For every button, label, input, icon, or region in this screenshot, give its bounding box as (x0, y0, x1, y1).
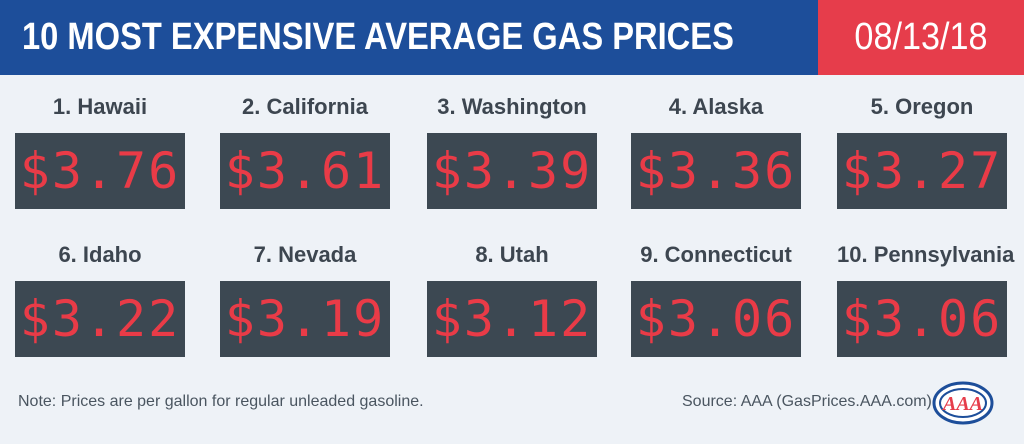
price-value: $3.22 (19, 290, 181, 348)
page-title: 10 MOST EXPENSIVE AVERAGE GAS PRICES (22, 16, 734, 58)
price-display: $3.19 (220, 281, 390, 357)
price-value: $3.19 (224, 290, 386, 348)
price-display: $3.39 (427, 133, 597, 209)
price-value: $3.76 (19, 142, 181, 200)
price-value: $3.61 (224, 142, 386, 200)
state-name: 7. Nevada (253, 242, 357, 267)
state-name: 4. Alaska (668, 94, 764, 119)
state-name: 10. Pennsylvania (837, 242, 1015, 267)
header-bar: 10 MOST EXPENSIVE AVERAGE GAS PRICES 08/… (0, 0, 1024, 75)
state-name: 2. California (242, 94, 368, 119)
state-name: 8. Utah (475, 242, 549, 267)
state-name: 1. Hawaii (52, 94, 148, 119)
price-display: $3.27 (837, 133, 1007, 209)
price-display: $3.12 (427, 281, 597, 357)
price-value: $3.06 (841, 290, 1003, 348)
price-display: $3.61 (220, 133, 390, 209)
source-credit: Source: AAA (GasPrices.AAA.com) (682, 393, 932, 410)
price-display: $3.06 (631, 281, 801, 357)
price-value: $3.36 (635, 142, 797, 200)
date-badge: 08/13/18 (818, 0, 1024, 75)
aaa-logo-icon: AAA (932, 381, 994, 425)
price-display: $3.76 (15, 133, 185, 209)
price-value: $3.12 (431, 290, 593, 348)
footnote: Note: Prices are per gallon for regular … (18, 393, 424, 410)
price-display: $3.22 (15, 281, 185, 357)
price-display: $3.06 (837, 281, 1007, 357)
state-name: 3. Washington (437, 94, 587, 119)
state-name: 6. Idaho (58, 242, 142, 267)
price-value: $3.06 (635, 290, 797, 348)
state-name: 9. Connecticut (640, 242, 792, 267)
date-label: 08/13/18 (854, 16, 988, 58)
price-display: $3.36 (631, 133, 801, 209)
price-value: $3.27 (841, 142, 1003, 200)
state-name: 5. Oregon (870, 94, 974, 119)
logo-text: AAA (941, 393, 983, 415)
price-value: $3.39 (431, 142, 593, 200)
